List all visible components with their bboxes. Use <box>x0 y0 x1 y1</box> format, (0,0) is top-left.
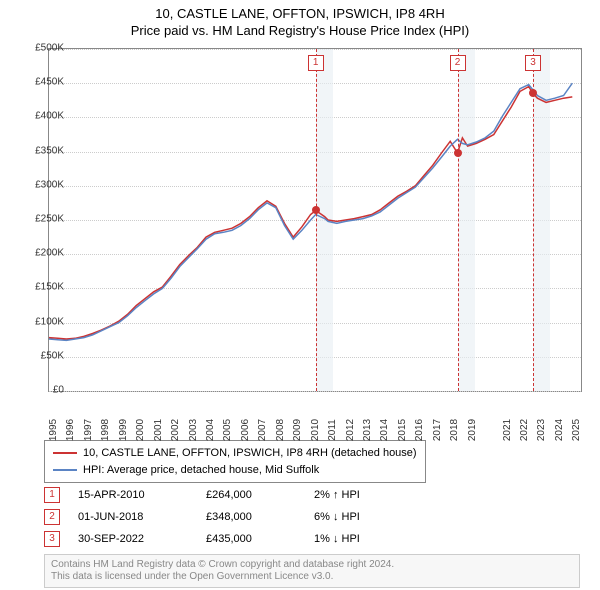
x-axis-label: 2012 <box>345 419 356 441</box>
chart-title-block: 10, CASTLE LANE, OFFTON, IPSWICH, IP8 4R… <box>0 0 600 40</box>
y-axis-label: £500K <box>35 43 64 54</box>
marker-number-box: 3 <box>525 55 541 71</box>
chart-container: 10, CASTLE LANE, OFFTON, IPSWICH, IP8 4R… <box>0 0 600 590</box>
footer-line2: This data is licensed under the Open Gov… <box>51 571 573 583</box>
footer-line1: Contains HM Land Registry data © Crown c… <box>51 559 573 571</box>
grid-line <box>49 391 581 392</box>
x-axis-label: 2024 <box>554 419 565 441</box>
sale-date-3: 30-SEP-2022 <box>78 533 188 545</box>
x-axis-label: 1997 <box>83 419 94 441</box>
sale-point-dot <box>454 149 462 157</box>
x-axis-label: 2004 <box>205 419 216 441</box>
title-subtitle: Price paid vs. HM Land Registry's House … <box>0 23 600 40</box>
x-axis-label: 2019 <box>467 419 478 441</box>
sale-price-1: £264,000 <box>206 489 296 501</box>
sale-point-dot <box>529 89 537 97</box>
y-axis-label: £50K <box>41 350 64 361</box>
y-axis-label: £200K <box>35 248 64 259</box>
sale-row-1: 1 15-APR-2010 £264,000 2% ↑ HPI <box>44 484 414 506</box>
x-axis-label: 2023 <box>536 419 547 441</box>
y-axis-label: £250K <box>35 214 64 225</box>
sale-price-2: £348,000 <box>206 511 296 523</box>
sale-point-dot <box>312 206 320 214</box>
x-axis-label: 2011 <box>327 419 338 441</box>
marker-dashed-line <box>533 49 534 391</box>
y-axis-label: £100K <box>35 316 64 327</box>
x-axis-label: 2001 <box>153 419 164 441</box>
x-axis-label: 2014 <box>379 419 390 441</box>
legend-label-property: 10, CASTLE LANE, OFFTON, IPSWICH, IP8 4R… <box>83 445 417 462</box>
y-axis-label: £300K <box>35 179 64 190</box>
y-axis-label: £350K <box>35 145 64 156</box>
sale-marker-3: 3 <box>44 531 60 547</box>
x-axis-label: 2009 <box>292 419 303 441</box>
sales-table: 1 15-APR-2010 £264,000 2% ↑ HPI 2 01-JUN… <box>44 484 414 550</box>
y-axis-label: £150K <box>35 282 64 293</box>
marker-number-box: 2 <box>450 55 466 71</box>
x-axis-label: 1998 <box>100 419 111 441</box>
legend: 10, CASTLE LANE, OFFTON, IPSWICH, IP8 4R… <box>44 440 426 483</box>
x-axis-label: 2022 <box>519 419 530 441</box>
x-axis-label: 1995 <box>48 419 59 441</box>
x-axis-label: 2003 <box>188 419 199 441</box>
x-axis-label: 2010 <box>310 419 321 441</box>
sale-marker-2: 2 <box>44 509 60 525</box>
title-address: 10, CASTLE LANE, OFFTON, IPSWICH, IP8 4R… <box>0 6 600 23</box>
x-axis-label: 2016 <box>414 419 425 441</box>
sale-date-1: 15-APR-2010 <box>78 489 188 501</box>
x-axis-label: 2005 <box>222 419 233 441</box>
y-axis-label: £0 <box>53 385 64 396</box>
sale-pct-3: 1% ↓ HPI <box>314 533 414 545</box>
x-axis-label: 2021 <box>502 419 513 441</box>
series-line-hpi <box>49 83 572 340</box>
x-axis-label: 2025 <box>571 419 582 441</box>
y-axis-label: £400K <box>35 111 64 122</box>
sale-pct-1: 2% ↑ HPI <box>314 489 414 501</box>
plot-area: 1 2 3 <box>48 48 582 392</box>
x-axis-label: 2002 <box>170 419 181 441</box>
sale-row-3: 3 30-SEP-2022 £435,000 1% ↓ HPI <box>44 528 414 550</box>
legend-swatch-property <box>53 452 77 454</box>
x-axis-label: 2018 <box>449 419 460 441</box>
x-axis-label: 1999 <box>118 419 129 441</box>
series-line-property_price <box>49 87 572 339</box>
sale-date-2: 01-JUN-2018 <box>78 511 188 523</box>
x-axis-label: 1996 <box>65 419 76 441</box>
sale-pct-2: 6% ↓ HPI <box>314 511 414 523</box>
footer-licence: Contains HM Land Registry data © Crown c… <box>44 554 580 588</box>
x-axis-label: 2013 <box>362 419 373 441</box>
x-axis-label: 2000 <box>135 419 146 441</box>
y-axis-label: £450K <box>35 77 64 88</box>
legend-label-hpi: HPI: Average price, detached house, Mid … <box>83 462 319 479</box>
marker-number-box: 1 <box>308 55 324 71</box>
legend-row-hpi: HPI: Average price, detached house, Mid … <box>53 462 417 479</box>
sale-row-2: 2 01-JUN-2018 £348,000 6% ↓ HPI <box>44 506 414 528</box>
x-axis-label: 2017 <box>432 419 443 441</box>
marker-dashed-line <box>458 49 459 391</box>
x-axis-label: 2007 <box>257 419 268 441</box>
x-axis-label: 2008 <box>275 419 286 441</box>
marker-dashed-line <box>316 49 317 391</box>
x-axis-label: 2015 <box>397 419 408 441</box>
sale-marker-1: 1 <box>44 487 60 503</box>
sale-price-3: £435,000 <box>206 533 296 545</box>
legend-swatch-hpi <box>53 469 77 471</box>
x-axis-label: 2006 <box>240 419 251 441</box>
legend-row-property: 10, CASTLE LANE, OFFTON, IPSWICH, IP8 4R… <box>53 445 417 462</box>
